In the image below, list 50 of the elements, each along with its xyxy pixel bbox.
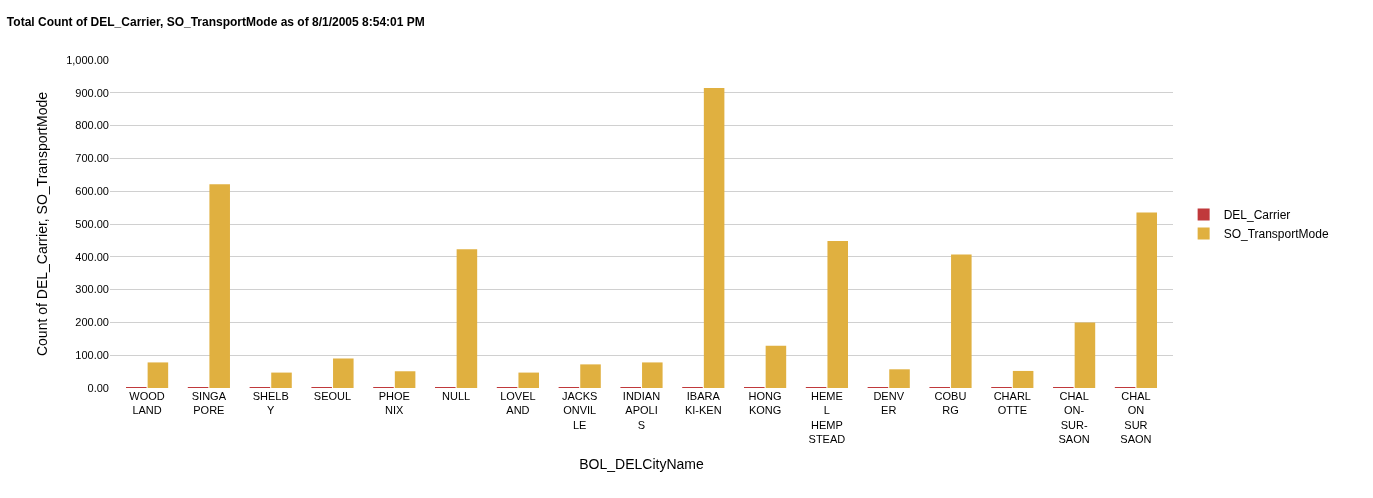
bar	[271, 372, 292, 388]
y-tick-label: 400.00	[75, 250, 109, 263]
bar	[1074, 322, 1096, 388]
y-axis-title: Count of DEL_Carrier, SO_TransportMode	[33, 91, 50, 357]
x-tick-label: CHARL OTTE	[993, 390, 1031, 417]
x-tick-label: SHELB Y	[252, 390, 289, 417]
y-tick-label: 300.00	[75, 283, 109, 296]
bar	[951, 254, 972, 388]
bar	[333, 358, 354, 388]
bar	[580, 364, 601, 388]
bar	[209, 184, 230, 388]
x-tick-label: COBU RG	[934, 390, 967, 417]
y-tick-label: 800.00	[75, 119, 109, 132]
y-tick-label: 200.00	[75, 316, 109, 329]
legend-label: DEL_Carrier	[1223, 208, 1291, 223]
bar	[394, 371, 416, 388]
x-tick-label: CHAL ON- SUR- SAON	[1058, 390, 1090, 445]
bar	[456, 249, 478, 388]
bar	[147, 362, 169, 388]
x-tick-label: SEOUL	[313, 390, 352, 402]
y-tick-label: 100.00	[75, 349, 109, 362]
x-tick-label: HEME L HEMP STEAD	[808, 390, 846, 445]
x-axis-title: BOL_DELCityName	[579, 456, 704, 473]
x-tick-label: NULL	[442, 390, 471, 402]
x-tick-label: SINGA PORE	[191, 390, 227, 417]
y-tick-label: 0.00	[87, 381, 109, 394]
bar	[703, 87, 725, 388]
x-tick-label: JACKS ONVIL LE	[561, 390, 598, 431]
x-tick-label: CHAL ON SUR SAON	[1120, 390, 1152, 445]
y-tick-label: 900.00	[75, 86, 109, 99]
legend-label: SO_TransportMode	[1223, 227, 1329, 242]
x-tick-label: WOOD LAND	[129, 390, 165, 417]
y-tick-label: 500.00	[75, 217, 109, 230]
y-tick-label: 600.00	[75, 185, 109, 198]
y-tick-label: 1,000.00	[66, 53, 109, 66]
bar	[765, 345, 787, 388]
x-tick-label: IBARA KI-KEN	[684, 390, 722, 417]
bar	[642, 362, 663, 388]
x-tick-label: INDIAN APOLI S	[622, 390, 661, 431]
bar	[1136, 212, 1158, 388]
chart-title: Total Count of DEL_Carrier, SO_TransportMode as of 8/1/2005 8:54:01 PM	[6, 14, 425, 29]
bar	[518, 372, 539, 388]
x-tick-label: PHOE NIX	[378, 390, 410, 417]
bar	[827, 241, 848, 388]
x-tick-label: HONG KONG	[748, 390, 782, 417]
x-tick-label: DENV ER	[873, 390, 905, 417]
bar	[1012, 370, 1034, 388]
bar	[889, 369, 910, 388]
y-tick-label: 700.00	[75, 152, 109, 165]
x-tick-label: LOVEL AND	[500, 390, 536, 417]
